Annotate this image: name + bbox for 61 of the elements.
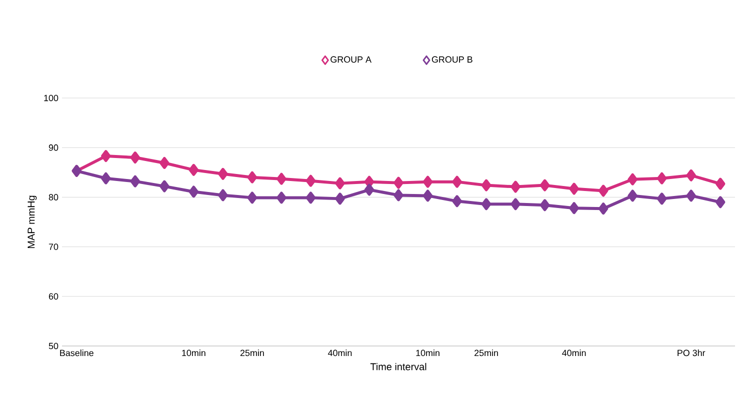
y-tick-label: 90 <box>48 144 58 151</box>
x-tick-label: Baseline <box>60 350 94 356</box>
point <box>716 196 726 208</box>
x-tick-label: PO 3hr <box>678 350 706 356</box>
point <box>628 190 638 202</box>
point <box>218 168 228 180</box>
point <box>101 172 111 184</box>
point <box>510 198 520 210</box>
x-tick-label: 25min <box>474 350 498 356</box>
point <box>394 176 404 189</box>
point <box>247 192 258 204</box>
point <box>656 172 667 184</box>
point <box>306 192 316 204</box>
point <box>247 171 258 184</box>
point <box>101 150 111 162</box>
point <box>628 173 638 186</box>
y-tick-label: 50 <box>48 342 58 350</box>
x-tick-label: 25min <box>240 350 264 356</box>
point <box>364 184 374 196</box>
point <box>276 192 286 204</box>
point <box>160 156 170 169</box>
point <box>686 190 696 202</box>
point <box>481 179 492 192</box>
point <box>160 180 170 192</box>
point <box>540 199 550 212</box>
point <box>569 182 579 195</box>
x-tick-label: 40min <box>328 350 352 356</box>
point <box>335 177 345 190</box>
x-tick-label: 40min <box>562 350 586 356</box>
point <box>130 175 140 188</box>
point <box>540 179 550 192</box>
point <box>656 192 667 205</box>
point <box>481 198 492 210</box>
x-tick-label: 10min <box>416 350 440 356</box>
y-tick-label: 80 <box>48 194 58 200</box>
legend-label: GROUP A <box>330 56 372 63</box>
point <box>188 164 199 176</box>
y-tick-label: 100 <box>44 94 58 102</box>
point <box>422 176 433 188</box>
point <box>569 202 579 214</box>
point <box>276 172 286 185</box>
point <box>510 180 520 193</box>
point <box>335 192 345 205</box>
point <box>306 174 316 187</box>
point <box>686 169 696 182</box>
point <box>188 186 199 198</box>
point <box>130 152 140 164</box>
point <box>218 189 228 202</box>
point <box>422 190 433 202</box>
point <box>716 178 726 190</box>
y-axis-title: MAP mmHg <box>28 196 37 248</box>
x-axis-title: Time interval <box>370 362 426 370</box>
x-tick-label: 10min <box>182 350 206 356</box>
y-tick-label: 60 <box>48 293 58 300</box>
point <box>452 176 462 188</box>
y-tick-label: 70 <box>48 244 58 250</box>
legend-label: GROUP B <box>432 56 472 63</box>
point <box>598 202 608 215</box>
point <box>598 184 608 197</box>
point <box>452 195 462 208</box>
point <box>394 189 404 202</box>
